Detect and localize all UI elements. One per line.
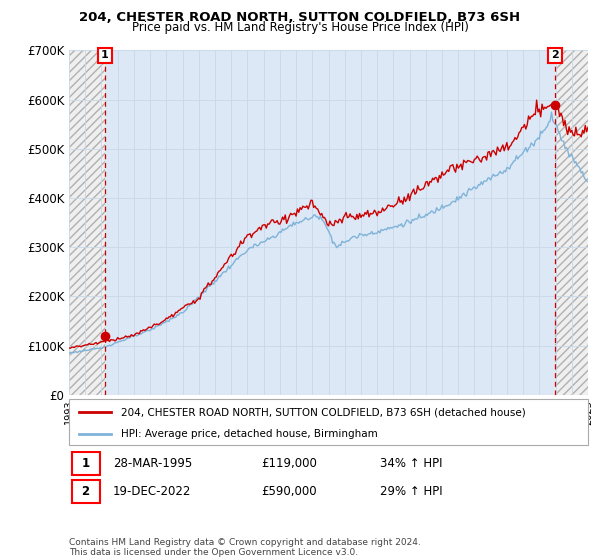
Text: 204, CHESTER ROAD NORTH, SUTTON COLDFIELD, B73 6SH (detached house): 204, CHESTER ROAD NORTH, SUTTON COLDFIEL… — [121, 407, 526, 417]
Text: 2: 2 — [82, 485, 89, 498]
Bar — [555, 50, 588, 395]
Text: 1: 1 — [101, 50, 109, 60]
Text: HPI: Average price, detached house, Birmingham: HPI: Average price, detached house, Birm… — [121, 429, 377, 438]
Text: 34% ↑ HPI: 34% ↑ HPI — [380, 457, 443, 470]
Text: Price paid vs. HM Land Registry's House Price Index (HPI): Price paid vs. HM Land Registry's House … — [131, 21, 469, 34]
Text: 204, CHESTER ROAD NORTH, SUTTON COLDFIELD, B73 6SH: 204, CHESTER ROAD NORTH, SUTTON COLDFIEL… — [79, 11, 521, 24]
Text: £119,000: £119,000 — [261, 457, 317, 470]
Text: 2: 2 — [551, 50, 559, 60]
Text: 28-MAR-1995: 28-MAR-1995 — [113, 457, 193, 470]
Text: 29% ↑ HPI: 29% ↑ HPI — [380, 485, 443, 498]
Text: 19-DEC-2022: 19-DEC-2022 — [113, 485, 191, 498]
Text: Contains HM Land Registry data © Crown copyright and database right 2024.
This d: Contains HM Land Registry data © Crown c… — [69, 538, 421, 557]
Bar — [69, 50, 105, 395]
Text: 1: 1 — [82, 457, 89, 470]
Text: £590,000: £590,000 — [261, 485, 317, 498]
Bar — [71, 480, 100, 503]
Bar — [105, 50, 555, 395]
Bar — [71, 452, 100, 475]
